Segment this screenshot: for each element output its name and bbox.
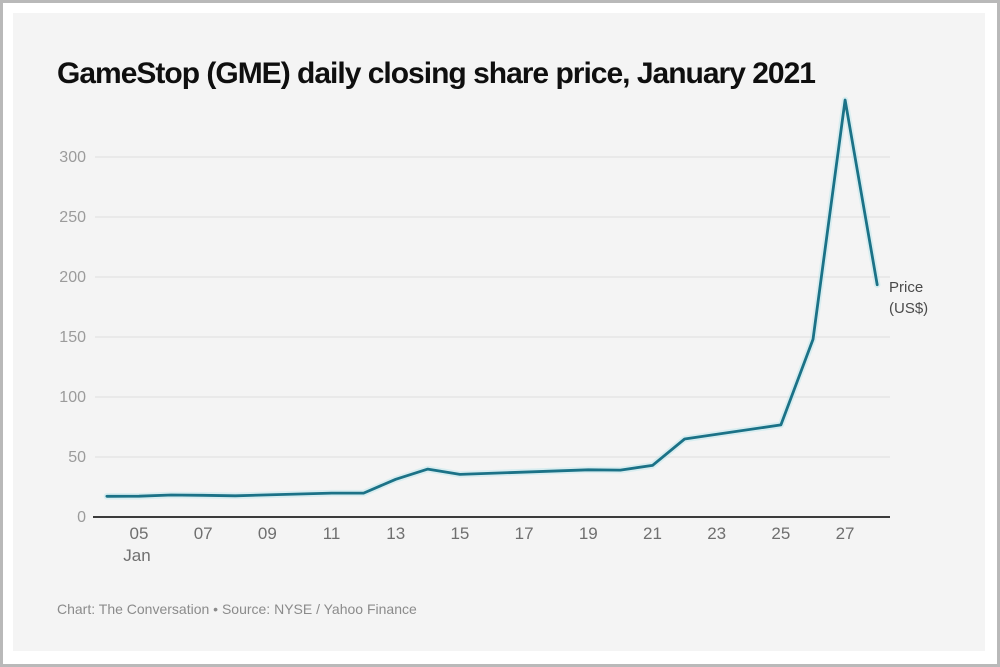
x-tick-label: 09 (258, 524, 277, 543)
price-line-halo (103, 96, 881, 500)
y-tick-label: 200 (59, 269, 86, 286)
x-tick-label: 25 (771, 524, 790, 543)
x-tick-label: 17 (515, 524, 534, 543)
x-tick-label: 11 (323, 524, 341, 543)
chart-title: GameStop (GME) daily closing share price… (57, 57, 816, 91)
y-tick-label: 50 (68, 449, 86, 466)
chart-card (13, 13, 985, 651)
y-tick-label: 250 (59, 209, 86, 226)
y-tick-label: 300 (59, 149, 86, 166)
x-tick-label: 27 (836, 524, 855, 543)
x-tick-label: 19 (579, 524, 598, 543)
x-tick-label: 07 (194, 524, 213, 543)
x-tick-label: 05 (130, 524, 149, 543)
y-tick-label: 100 (59, 389, 86, 406)
y-tick-label: 0 (77, 509, 86, 526)
x-tick-label: 23 (707, 524, 726, 543)
y-tick-label: 150 (59, 329, 86, 346)
series-label-line-1: Price (889, 279, 924, 296)
chart-caption: Chart: The Conversation • Source: NYSE /… (57, 601, 417, 617)
x-month-label: Jan (123, 546, 150, 565)
x-tick-label: 15 (450, 524, 469, 543)
series-label-line-2: (US$) (889, 300, 929, 317)
series-label: Price (US$) (889, 277, 928, 319)
x-tick-label: 21 (643, 524, 662, 543)
price-line (105, 98, 879, 498)
x-tick-label: 13 (386, 524, 405, 543)
